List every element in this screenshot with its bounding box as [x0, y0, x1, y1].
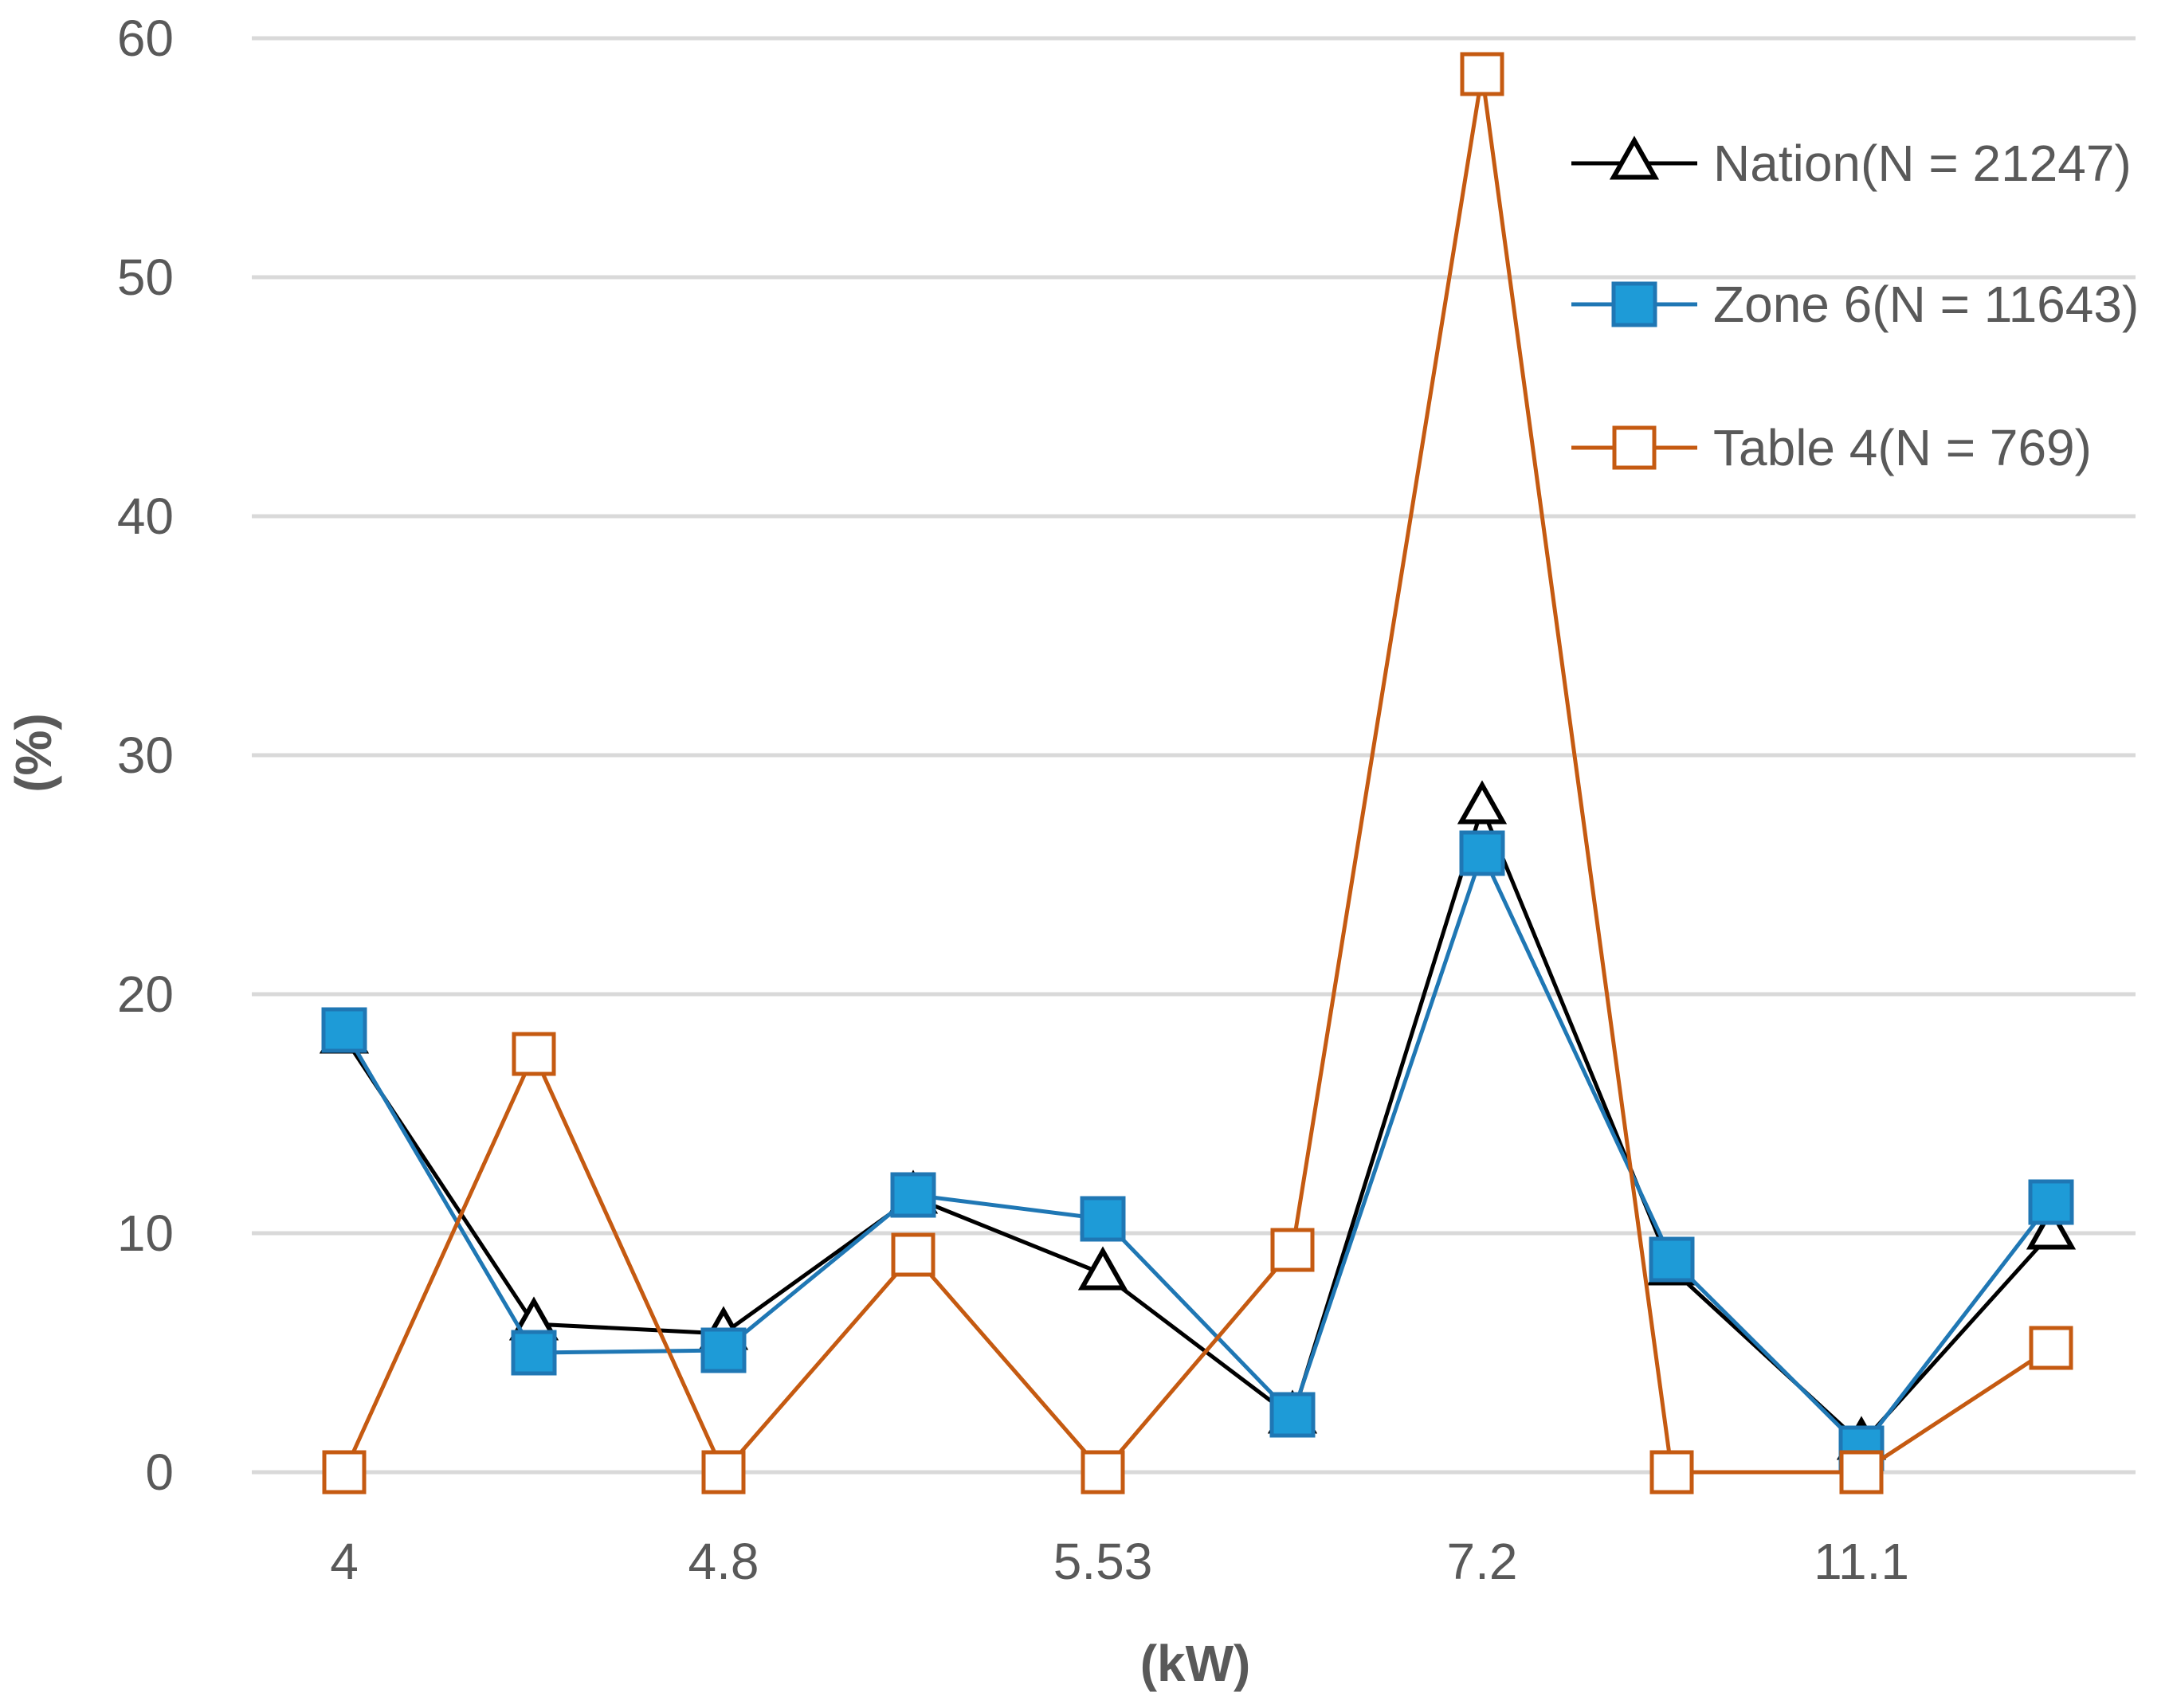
series-line [342, 851, 2053, 1451]
data-point [700, 1327, 747, 1373]
data-point [1077, 1246, 1128, 1291]
legend-item: Table 4(N = 769) [1571, 419, 2092, 476]
data-point [321, 1007, 367, 1053]
legend-label: Nation(N = 21247) [1713, 135, 2132, 192]
gridlines [252, 36, 2136, 1475]
legend-label: Zone 6(N = 11643) [1713, 276, 2139, 333]
data-point [1080, 1196, 1126, 1242]
series-line [342, 805, 2053, 1446]
series-2 [321, 830, 2074, 1471]
data-point [511, 1330, 557, 1376]
data-point [2026, 1205, 2077, 1250]
data-point [1270, 1228, 1315, 1272]
x-axis-title: (kW) [1140, 1635, 1251, 1692]
y-tick-label: 10 [117, 1205, 174, 1262]
legend-marker [1612, 425, 1657, 470]
legend-item: Zone 6(N = 11643) [1571, 276, 2139, 333]
legend-marker [1609, 135, 1660, 180]
data-point [701, 1450, 746, 1494]
y-axis-ticks: 0 10 20 30 40 50 60 [117, 10, 174, 1501]
series-lines [319, 52, 2077, 1494]
legend-label: Table 4(N = 769) [1713, 419, 2092, 476]
y-tick-label: 20 [117, 966, 174, 1023]
data-point [1649, 1450, 1694, 1494]
data-point [1839, 1450, 1884, 1494]
data-point [1459, 830, 1505, 876]
x-axis-ticks: 4 4.8 5.53 7.2 11.1 [330, 1533, 1909, 1590]
data-point [891, 1232, 935, 1277]
y-tick-label: 30 [117, 727, 174, 784]
legend-item: Nation(N = 21247) [1571, 135, 2132, 192]
data-point [890, 1172, 936, 1218]
data-point [1081, 1450, 1125, 1494]
data-point [2028, 1179, 2074, 1225]
y-tick-label: 0 [145, 1444, 174, 1501]
series-1 [319, 780, 2077, 1460]
x-tick-label: 4 [330, 1533, 359, 1590]
legend: Nation(N = 21247) Zone 6(N = 11643) Table … [1571, 135, 2139, 476]
data-point [322, 1450, 367, 1494]
legend-marker [1611, 281, 1657, 327]
y-tick-label: 50 [117, 249, 174, 306]
series-3 [322, 52, 2073, 1494]
x-tick-label: 4.8 [688, 1533, 759, 1590]
data-point [1649, 1236, 1695, 1283]
x-tick-label: 5.53 [1053, 1533, 1153, 1590]
data-point [512, 1032, 556, 1076]
x-tick-label: 11.1 [1814, 1533, 1909, 1590]
y-axis-title: (%) [5, 713, 62, 793]
data-point [1460, 52, 1504, 96]
data-point [1269, 1392, 1316, 1438]
series-line [342, 72, 2053, 1475]
y-tick-label: 40 [117, 488, 174, 545]
data-point [2029, 1326, 2073, 1370]
x-tick-label: 7.2 [1447, 1533, 1518, 1590]
data-point [1457, 780, 1508, 825]
y-tick-label: 60 [117, 10, 174, 67]
